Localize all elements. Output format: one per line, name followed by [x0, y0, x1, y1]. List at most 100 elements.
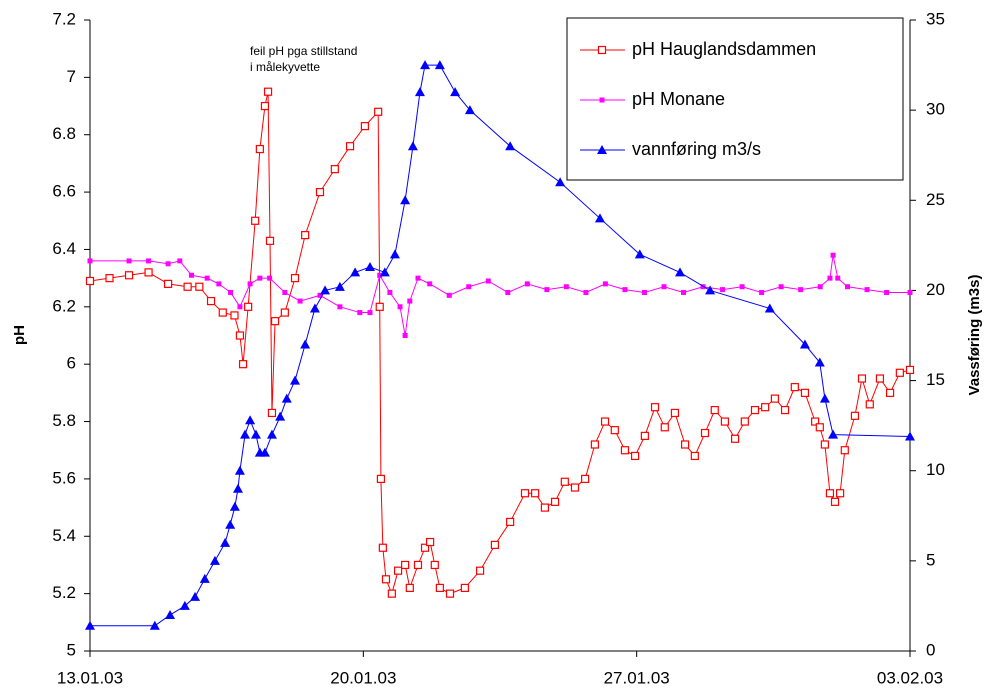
data-point	[297, 298, 303, 304]
data-point	[435, 583, 444, 593]
data-point	[720, 417, 730, 426]
data-point	[446, 292, 452, 298]
data-point	[250, 429, 261, 439]
data-point	[790, 383, 799, 392]
data-point	[524, 281, 530, 287]
data-point	[840, 446, 849, 455]
y2-tick-label: 10	[926, 460, 945, 479]
data-point	[780, 405, 790, 415]
data-point	[830, 497, 840, 506]
data-point	[778, 284, 784, 290]
data-point	[680, 440, 690, 449]
data-point	[610, 426, 619, 435]
data-point	[267, 275, 273, 281]
data-point	[397, 304, 403, 310]
data-point	[377, 272, 383, 278]
legend-label: pH Hauglandsdammen	[632, 39, 816, 59]
data-point	[827, 275, 833, 281]
y2-tick-label: 30	[926, 100, 945, 119]
data-point	[389, 249, 400, 259]
data-point	[251, 216, 260, 225]
legend-box	[566, 17, 904, 181]
data-point	[670, 408, 680, 418]
data-point	[857, 374, 867, 383]
data-point	[811, 417, 820, 426]
data-point	[149, 620, 160, 630]
data-point	[475, 566, 485, 575]
data-point	[905, 365, 915, 375]
data-point	[650, 403, 660, 412]
y2-tick-label: 25	[926, 190, 945, 209]
data-point	[506, 517, 515, 527]
y-tick-label: 5	[67, 640, 76, 659]
y2-tick-label: 35	[926, 9, 945, 28]
data-point	[761, 403, 770, 412]
data-point	[620, 446, 630, 455]
data-point	[301, 231, 310, 240]
y-tick-label: 5.8	[52, 411, 76, 430]
data-point	[759, 289, 765, 295]
data-point	[420, 60, 431, 70]
data-point	[238, 360, 248, 369]
data-point	[594, 213, 605, 223]
y-tick-label: 6	[67, 354, 76, 373]
y2-tick-label: 20	[926, 280, 945, 299]
data-point	[875, 374, 885, 383]
data-point	[275, 411, 286, 421]
data-point	[374, 107, 383, 116]
data-point	[199, 573, 210, 583]
data-point	[430, 560, 439, 570]
data-point	[865, 400, 874, 409]
data-point	[266, 429, 277, 439]
data-point	[257, 275, 263, 281]
data-point	[413, 560, 423, 570]
data-point	[560, 477, 569, 486]
data-point	[764, 303, 775, 313]
data-point	[583, 289, 589, 295]
data-point	[466, 284, 472, 290]
data-point	[315, 187, 325, 197]
data-point	[570, 483, 580, 492]
data-point	[381, 575, 391, 584]
data-point	[85, 276, 95, 286]
data-point	[641, 289, 647, 295]
data-point	[209, 555, 220, 565]
data-point	[415, 275, 421, 281]
data-point	[245, 415, 256, 425]
y-tick-label: 5.2	[52, 583, 76, 602]
data-point	[690, 451, 699, 461]
data-point	[229, 501, 240, 511]
data-point	[836, 489, 845, 498]
data-point	[825, 489, 835, 498]
data-point	[216, 281, 222, 287]
data-point	[420, 543, 430, 552]
data-point	[350, 267, 361, 277]
data-point	[334, 281, 345, 291]
data-point	[505, 289, 511, 295]
data-point	[387, 289, 393, 295]
data-point	[681, 289, 687, 295]
data-point	[581, 474, 590, 484]
data-point	[634, 249, 645, 259]
data-point	[405, 583, 414, 593]
data-point	[563, 284, 569, 290]
data-point	[317, 292, 323, 298]
data-point	[165, 609, 176, 619]
series-line	[90, 255, 910, 336]
data-point	[375, 302, 384, 311]
data-point	[230, 311, 239, 320]
legend-marker	[597, 45, 607, 55]
data-point	[290, 274, 300, 283]
y-tick-label: 5.6	[52, 468, 76, 487]
data-point	[540, 503, 550, 512]
data-point	[309, 303, 320, 313]
data-point	[364, 261, 375, 271]
data-point	[244, 302, 253, 311]
data-point	[885, 388, 895, 397]
y2-tick-label: 0	[926, 640, 935, 659]
y-tick-label: 6.6	[52, 182, 76, 201]
data-point	[907, 289, 913, 295]
data-point	[407, 141, 418, 151]
data-point	[700, 428, 710, 438]
